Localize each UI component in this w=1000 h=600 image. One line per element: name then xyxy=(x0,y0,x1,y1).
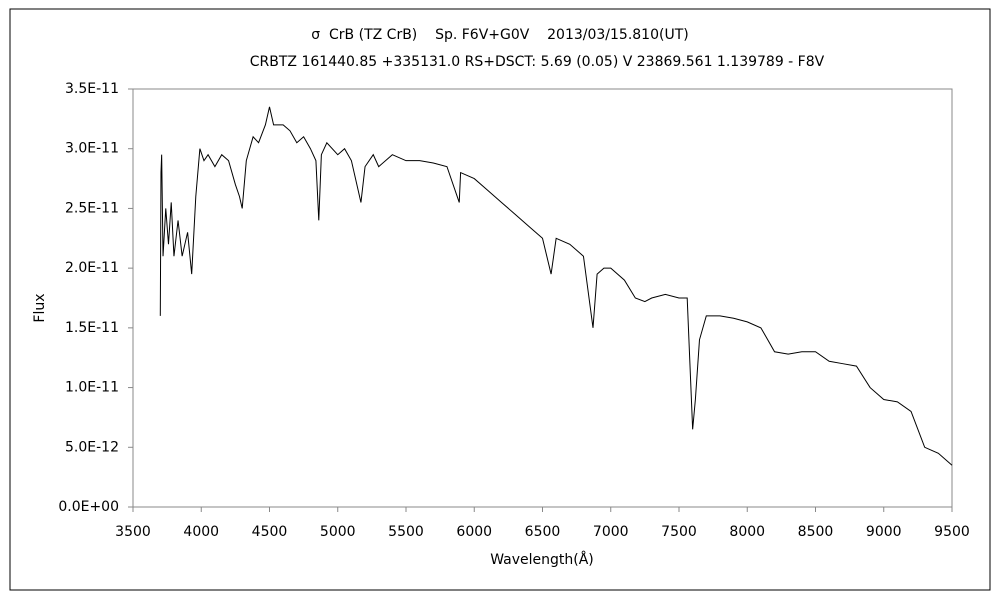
chart-title: σ CrB (TZ CrB) Sp. F6V+G0V 2013/03/15.81… xyxy=(311,27,688,43)
x-tick-label: 5000 xyxy=(320,524,356,540)
y-tick-label: 3.0E-11 xyxy=(65,141,119,157)
x-tick-label: 4500 xyxy=(252,524,288,540)
y-axis-label: Flux xyxy=(32,293,48,322)
x-tick-label: 8000 xyxy=(729,524,765,540)
y-tick-label: 5.0E-12 xyxy=(65,439,119,455)
x-tick-label: 7500 xyxy=(661,524,697,540)
x-tick-label: 8500 xyxy=(798,524,834,540)
x-tick-label: 6500 xyxy=(525,524,561,540)
x-tick-label: 4000 xyxy=(183,524,219,540)
y-tick-label: 1.0E-11 xyxy=(65,380,119,396)
x-tick-label: 7000 xyxy=(593,524,629,540)
spectrum-line xyxy=(159,106,953,466)
chart-subtitle: CRBTZ 161440.85 +335131.0 RS+DSCT: 5.69 … xyxy=(250,54,825,70)
x-tick-label: 9500 xyxy=(934,524,970,540)
x-tick-label: 9000 xyxy=(866,524,902,540)
y-tick-label: 3.5E-11 xyxy=(65,81,119,97)
y-tick-label: 0.0E+00 xyxy=(58,499,119,515)
x-tick-label: 6000 xyxy=(456,524,492,540)
x-tick-label: 3500 xyxy=(115,524,151,540)
y-tick-label: 1.5E-11 xyxy=(65,320,119,336)
chart-frame xyxy=(9,8,991,591)
y-tick-label: 2.5E-11 xyxy=(65,200,119,216)
y-tick-label: 2.0E-11 xyxy=(65,260,119,276)
x-tick-label: 5500 xyxy=(388,524,424,540)
x-axis-label: Wavelength(Å) xyxy=(490,551,594,568)
